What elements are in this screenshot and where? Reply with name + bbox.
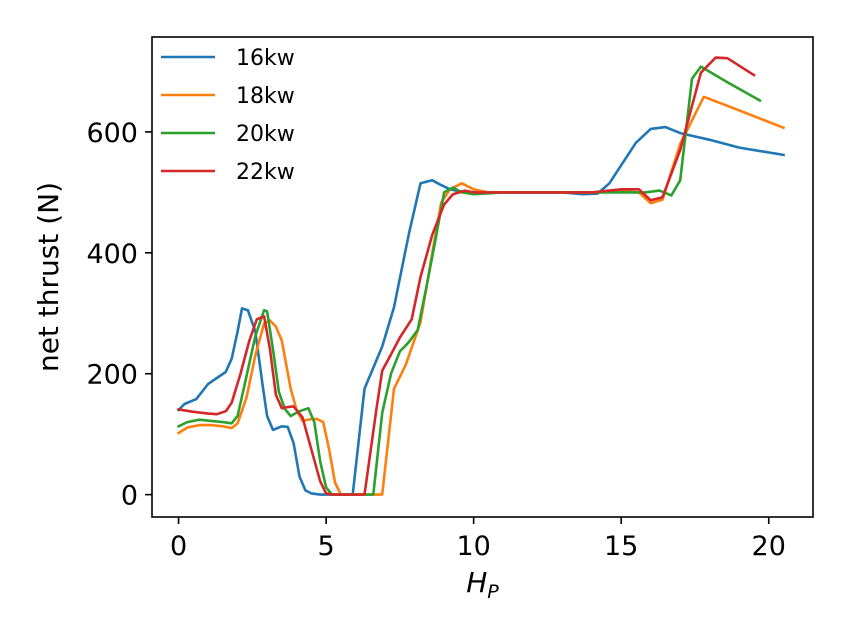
legend: 16kw 18kw 20kw 22kw — [161, 46, 295, 185]
x-tick-label: 15 — [604, 531, 638, 562]
y-tick-label: 600 — [86, 118, 138, 149]
legend-label-16kw: 16kw — [236, 46, 295, 71]
y-tick-label: 200 — [86, 360, 138, 391]
legend-label-20kw: 20kw — [236, 122, 295, 147]
x-tick-label: 20 — [752, 531, 786, 562]
legend-label-18kw: 18kw — [236, 84, 295, 109]
x-axis-label-main: H — [466, 566, 487, 599]
y-axis-label: net thrust (N) — [32, 182, 65, 372]
x-axis-label: HP — [466, 566, 499, 603]
plot-frame — [151, 36, 814, 518]
series-line-22kw — [177, 56, 756, 496]
series-line-20kw — [176, 65, 762, 496]
series-line-18kw — [176, 95, 786, 496]
x-axis-label-subscript: P — [487, 581, 499, 603]
series-line-16kw — [176, 125, 785, 496]
y-tick-label: 400 — [86, 239, 138, 270]
x-tick-label: 0 — [170, 531, 187, 562]
x-tick-label: 10 — [456, 531, 490, 562]
x-tick-label: 5 — [318, 531, 335, 562]
series-lines-layer — [176, 56, 786, 496]
legend-label-22kw: 22kw — [236, 160, 295, 185]
y-tick-label: 0 — [121, 481, 138, 512]
